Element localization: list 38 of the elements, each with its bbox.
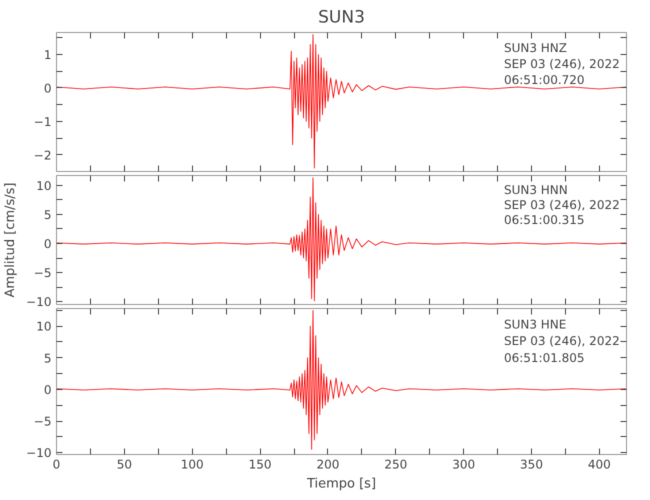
chart-title: SUN3	[318, 8, 365, 28]
y-tick-label: 5	[44, 208, 52, 222]
y-tick-label: 5	[44, 351, 52, 366]
y-tick-label: −5	[34, 414, 52, 428]
x-tick-label: 150	[248, 458, 272, 472]
y-tick-label: 0	[44, 236, 52, 251]
x-tick-label: 400	[588, 458, 611, 472]
line-series	[56, 310, 626, 450]
annotation: 06:51:00.315	[504, 212, 585, 227]
x-tick-label: 300	[452, 458, 476, 472]
line-series	[56, 34, 626, 169]
annotation: SEP 03 (246), 2022	[504, 334, 620, 348]
y-tick-label: −2	[34, 148, 52, 162]
y-tick-label: 10	[36, 178, 52, 193]
annotation: 06:51:00.720	[504, 72, 585, 87]
x-tick-label: 0	[52, 458, 60, 472]
y-tick-label: −10	[26, 446, 52, 460]
line-series	[56, 177, 626, 302]
y-axis-title: Amplitud [cm/s/s]	[3, 182, 18, 298]
y-tick-label: 0	[44, 382, 52, 397]
x-tick-label: 50	[116, 458, 132, 472]
annotation: SUN3 HNZ	[504, 40, 567, 55]
x-tick-label: 250	[384, 458, 408, 472]
x-tick-label: 100	[180, 458, 204, 472]
y-tick-label: −10	[26, 295, 52, 310]
annotation: SEP 03 (246), 2022	[504, 56, 620, 71]
y-tick-label: 10	[36, 320, 52, 334]
y-tick-label: −5	[34, 266, 52, 280]
annotation: SEP 03 (246), 2022	[504, 198, 620, 212]
annotation: SUN3 HNE	[504, 317, 566, 332]
annotation: SUN3 HNN	[504, 183, 568, 198]
annotation: 06:51:01.805	[504, 350, 585, 365]
x-axis-title: Tiempo [s]	[306, 476, 376, 492]
y-tick-label: 0	[44, 81, 52, 96]
y-tick-label: 1	[44, 48, 52, 62]
x-tick-label: 350	[520, 458, 543, 472]
x-tick-label: 200	[316, 458, 340, 472]
y-tick-label: −1	[34, 114, 52, 129]
